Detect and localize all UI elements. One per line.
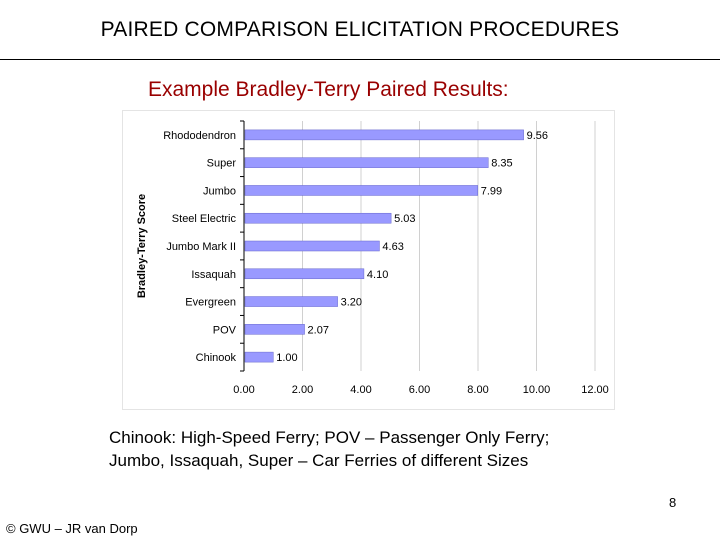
category-label: Jumbo Mark II [166,241,236,253]
category-label: Chinook [196,352,237,364]
category-label: Rhododendron [163,130,236,142]
bar [244,157,489,168]
category-label: POV [213,324,237,336]
bar [244,129,524,141]
bar [244,351,274,363]
category-label: Issaquah [191,269,236,281]
x-tick-label: 2.00 [292,384,313,396]
bar [244,296,338,307]
value-label: 9.56 [527,130,548,142]
bar [244,240,380,252]
x-tick-label: 8.00 [467,384,488,396]
bar-chart: 0.00 2.00 4.00 6.00 8.00 10.00 12.00 Rhododendr… [136,120,609,396]
value-label: 4.10 [367,269,388,281]
value-label: 2.07 [308,324,329,336]
chart-frame: 0.00 2.00 4.00 6.00 8.00 10.00 12.00 Rhododendr… [123,111,614,409]
caption: Chinook: High-Speed Ferry; POV – Passeng… [109,426,549,472]
category-label: Steel Electric [172,213,237,225]
bar [244,324,305,335]
page-number: 8 [669,495,677,510]
value-label: 3.20 [341,297,362,309]
category-label: Super [207,158,237,170]
value-label: 4.63 [382,241,403,253]
slide-title: PAIRED COMPARISON ELICITATION PROCEDURES [100,18,620,41]
chart-subtitle: Example Bradley-Terry Paired Results: [148,78,509,101]
x-tick-label: 12.00 [581,384,609,396]
x-tick-label: 0.00 [233,384,254,396]
caption-line-1: Chinook: High-Speed Ferry; POV – Passeng… [109,428,550,447]
value-label: 8.35 [491,158,512,170]
category-label: Jumbo [203,185,236,197]
value-label: 5.03 [394,213,415,225]
bar [244,185,478,196]
bar [244,212,392,224]
footer-copyright: © GWU – JR van Dorp [6,521,138,536]
x-tick-label: 6.00 [409,384,430,396]
value-label: 7.99 [481,185,502,197]
value-label: 1.00 [276,352,297,364]
title-divider [0,59,720,60]
x-tick-label: 10.00 [523,384,551,396]
y-axis-title: Bradley-Terry Score [136,194,148,298]
bar [244,268,365,280]
category-label: Evergreen [185,297,236,309]
caption-line-2: Jumbo, Issaquah, Super – Car Ferries of … [109,451,529,470]
x-tick-label: 4.00 [350,384,371,396]
